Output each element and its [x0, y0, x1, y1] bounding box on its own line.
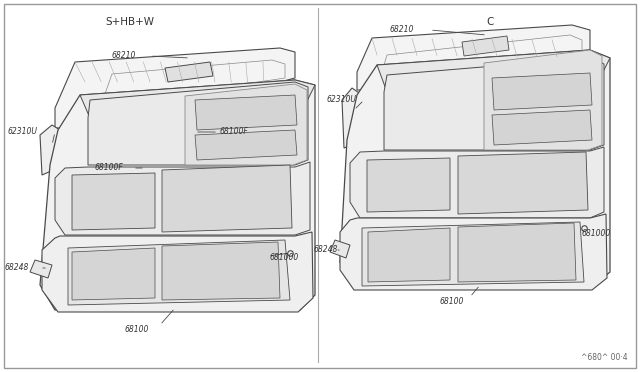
Text: 68248: 68248 [314, 246, 339, 254]
Polygon shape [42, 232, 313, 312]
Text: 62310U: 62310U [327, 96, 357, 105]
Polygon shape [458, 152, 588, 214]
Polygon shape [340, 214, 607, 290]
Text: S+HB+W: S+HB+W [106, 17, 154, 27]
Polygon shape [367, 158, 450, 212]
Polygon shape [340, 50, 610, 285]
Text: 68210: 68210 [112, 51, 136, 61]
Text: 62310U: 62310U [8, 128, 38, 137]
Polygon shape [350, 147, 604, 218]
Polygon shape [68, 240, 290, 305]
Polygon shape [162, 242, 280, 300]
Polygon shape [40, 80, 315, 310]
Polygon shape [195, 95, 297, 130]
Polygon shape [72, 173, 155, 230]
Polygon shape [492, 110, 592, 145]
Polygon shape [55, 162, 310, 235]
Text: 68100F: 68100F [95, 164, 124, 173]
Polygon shape [462, 36, 509, 56]
Text: 681000: 681000 [582, 230, 611, 238]
Polygon shape [72, 248, 155, 300]
Polygon shape [342, 88, 362, 148]
Polygon shape [368, 228, 450, 282]
Polygon shape [458, 223, 576, 282]
Polygon shape [55, 48, 295, 128]
Polygon shape [88, 82, 308, 165]
Text: ^680^ 00·4: ^680^ 00·4 [581, 353, 628, 362]
Text: C: C [486, 17, 493, 27]
Polygon shape [30, 260, 52, 278]
Polygon shape [185, 84, 307, 165]
Polygon shape [80, 80, 315, 118]
Text: 68100: 68100 [440, 298, 465, 307]
Polygon shape [195, 130, 297, 160]
Text: 68100F: 68100F [220, 128, 249, 137]
Text: 68248: 68248 [5, 263, 29, 273]
Text: 681000: 681000 [270, 253, 300, 263]
Polygon shape [484, 50, 602, 150]
Text: 68100: 68100 [125, 326, 149, 334]
Polygon shape [384, 58, 604, 150]
Polygon shape [357, 25, 590, 90]
Polygon shape [40, 125, 60, 175]
Polygon shape [165, 62, 213, 82]
Polygon shape [362, 222, 584, 286]
Polygon shape [162, 165, 292, 232]
Polygon shape [492, 73, 592, 110]
Text: 68210: 68210 [390, 26, 414, 35]
Polygon shape [330, 240, 350, 258]
Polygon shape [377, 50, 610, 92]
